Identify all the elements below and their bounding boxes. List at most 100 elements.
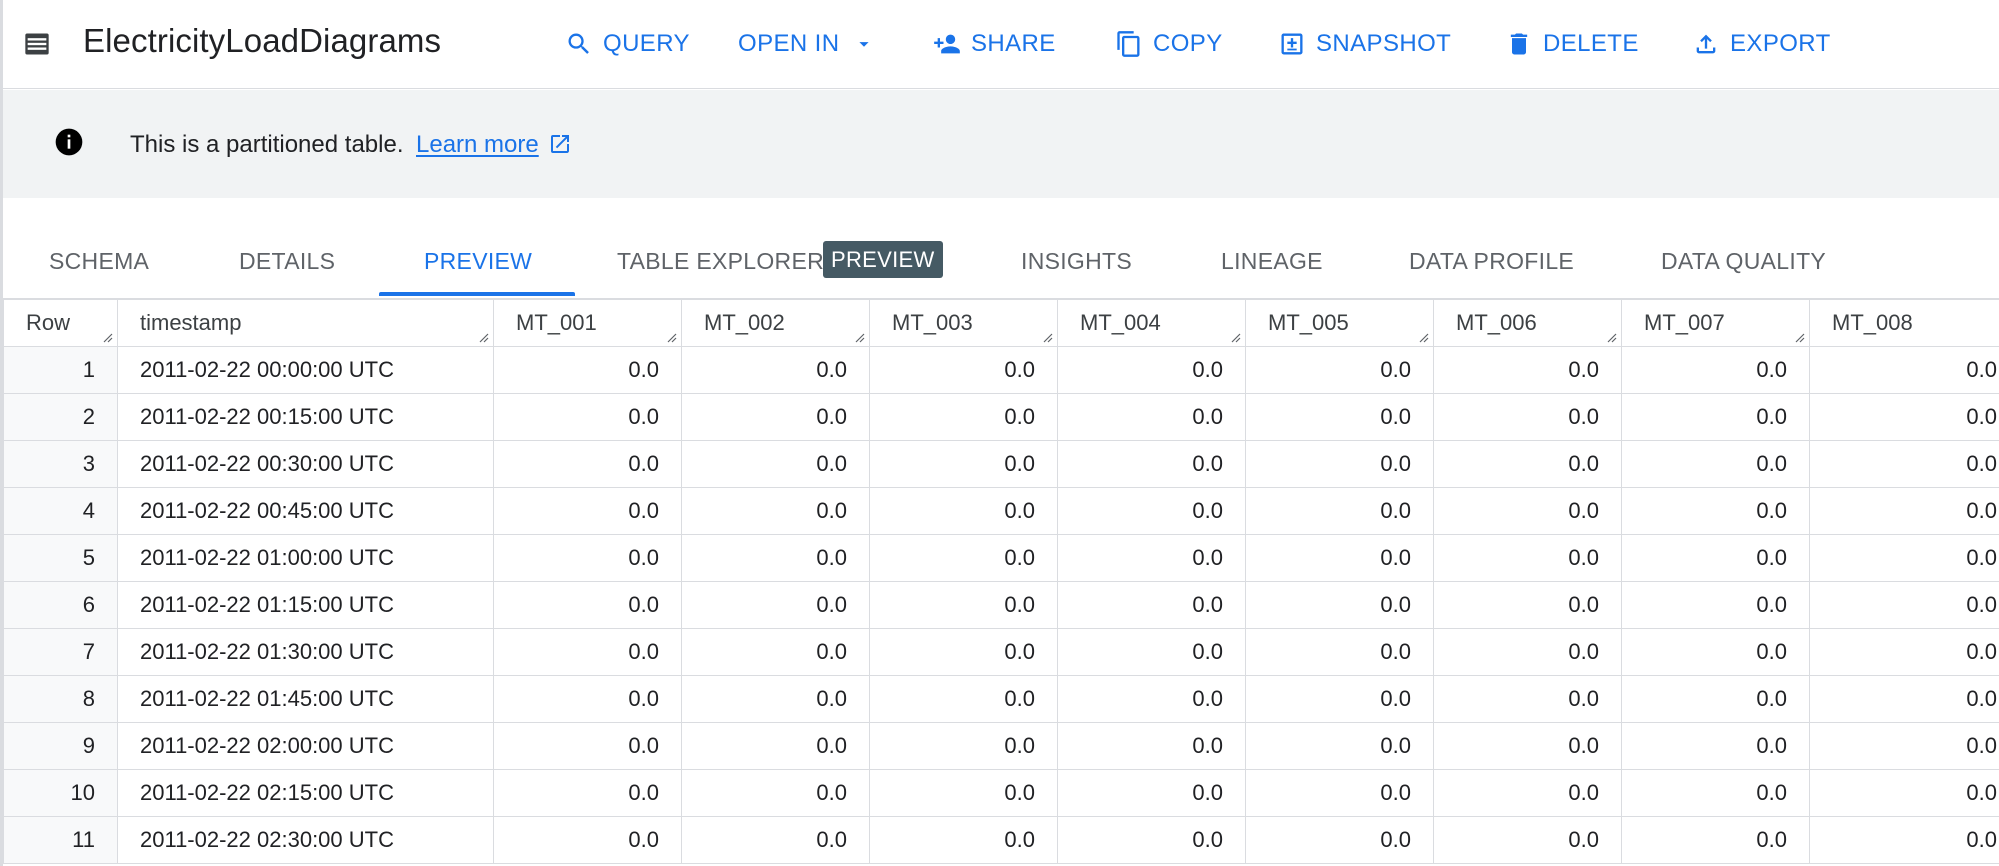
table-row[interactable]: 1 2011-02-22 00:00:00 UTC 0.0 0.0 0.0 0.0 0.0 0…: [3, 346, 1999, 394]
value-cell[interactable]: 0.0: [681, 722, 870, 770]
value-cell[interactable]: 0.0: [681, 393, 870, 441]
resize-handle-icon[interactable]: [853, 331, 865, 343]
tab-insights[interactable]: INSIGHTS: [1021, 248, 1133, 274]
value-cell[interactable]: 0.0: [1809, 346, 1999, 394]
table-row[interactable]: 9 2011-02-22 02:00:00 UTC 0.0 0.0 0.0 0.0 0.0 0…: [3, 722, 1999, 770]
table-row[interactable]: 6 2011-02-22 01:15:00 UTC 0.0 0.0 0.0 0.0 0.0 0…: [3, 581, 1999, 629]
resize-handle-icon[interactable]: [477, 331, 489, 343]
value-cell[interactable]: 0.0: [869, 628, 1058, 676]
table-row[interactable]: 3 2011-02-22 00:30:00 UTC 0.0 0.0 0.0 0.0 0.0 0…: [3, 440, 1999, 488]
value-cell[interactable]: 0.0: [1057, 487, 1246, 535]
value-cell[interactable]: 0.0: [869, 722, 1058, 770]
column-header-mt-006[interactable]: MT_006: [1433, 299, 1622, 347]
value-cell[interactable]: 0.0: [1057, 769, 1246, 817]
value-cell[interactable]: 0.0: [1057, 628, 1246, 676]
value-cell[interactable]: 0.0: [1433, 346, 1622, 394]
value-cell[interactable]: 0.0: [681, 440, 870, 488]
value-cell[interactable]: 0.0: [869, 581, 1058, 629]
value-cell[interactable]: 0.0: [869, 487, 1058, 535]
value-cell[interactable]: 0.0: [1057, 581, 1246, 629]
value-cell[interactable]: 0.0: [1809, 769, 1999, 817]
value-cell[interactable]: 0.0: [869, 346, 1058, 394]
open-in-new-icon[interactable]: [548, 132, 572, 156]
value-cell[interactable]: 0.0: [1433, 769, 1622, 817]
value-cell[interactable]: 0.0: [1057, 393, 1246, 441]
value-cell[interactable]: 0.0: [1809, 393, 1999, 441]
value-cell[interactable]: 0.0: [1809, 816, 1999, 864]
timestamp-cell[interactable]: 2011-02-22 02:15:00 UTC: [117, 769, 494, 817]
value-cell[interactable]: 0.0: [1621, 816, 1810, 864]
value-cell[interactable]: 0.0: [493, 769, 682, 817]
column-header-mt-004[interactable]: MT_004: [1057, 299, 1246, 347]
share-button[interactable]: SHARE: [933, 26, 1056, 62]
timestamp-cell[interactable]: 2011-02-22 00:00:00 UTC: [117, 346, 494, 394]
timestamp-cell[interactable]: 2011-02-22 00:45:00 UTC: [117, 487, 494, 535]
value-cell[interactable]: 0.0: [493, 581, 682, 629]
column-header-mt-001[interactable]: MT_001: [493, 299, 682, 347]
value-cell[interactable]: 0.0: [1057, 816, 1246, 864]
value-cell[interactable]: 0.0: [681, 346, 870, 394]
value-cell[interactable]: 0.0: [869, 440, 1058, 488]
value-cell[interactable]: 0.0: [681, 581, 870, 629]
value-cell[interactable]: 0.0: [681, 675, 870, 723]
value-cell[interactable]: 0.0: [1433, 393, 1622, 441]
row-number-cell[interactable]: 7: [3, 628, 118, 676]
timestamp-cell[interactable]: 2011-02-22 02:00:00 UTC: [117, 722, 494, 770]
value-cell[interactable]: 0.0: [869, 675, 1058, 723]
tab-data-profile[interactable]: DATA PROFILE: [1409, 248, 1575, 274]
column-header-row[interactable]: Row: [3, 299, 118, 347]
value-cell[interactable]: 0.0: [493, 628, 682, 676]
timestamp-cell[interactable]: 2011-02-22 02:30:00 UTC: [117, 816, 494, 864]
value-cell[interactable]: 0.0: [1433, 722, 1622, 770]
row-number-cell[interactable]: 10: [3, 769, 118, 817]
snapshot-button[interactable]: SNAPSHOT: [1278, 26, 1451, 62]
resize-handle-icon[interactable]: [665, 331, 677, 343]
value-cell[interactable]: 0.0: [493, 440, 682, 488]
tab-schema[interactable]: SCHEMA: [49, 248, 150, 274]
row-number-cell[interactable]: 5: [3, 534, 118, 582]
value-cell[interactable]: 0.0: [1621, 487, 1810, 535]
value-cell[interactable]: 0.0: [493, 722, 682, 770]
resize-handle-icon[interactable]: [101, 331, 113, 343]
value-cell[interactable]: 0.0: [681, 534, 870, 582]
row-number-cell[interactable]: 4: [3, 487, 118, 535]
table-row[interactable]: 8 2011-02-22 01:45:00 UTC 0.0 0.0 0.0 0.0 0.0 0…: [3, 675, 1999, 723]
value-cell[interactable]: 0.0: [869, 769, 1058, 817]
value-cell[interactable]: 0.0: [1245, 816, 1434, 864]
row-number-cell[interactable]: 8: [3, 675, 118, 723]
value-cell[interactable]: 0.0: [681, 769, 870, 817]
value-cell[interactable]: 0.0: [1433, 487, 1622, 535]
value-cell[interactable]: 0.0: [1809, 675, 1999, 723]
column-header-mt-002[interactable]: MT_002: [681, 299, 870, 347]
value-cell[interactable]: 0.0: [1809, 581, 1999, 629]
value-cell[interactable]: 0.0: [1057, 675, 1246, 723]
value-cell[interactable]: 0.0: [1245, 393, 1434, 441]
value-cell[interactable]: 0.0: [1621, 581, 1810, 629]
value-cell[interactable]: 0.0: [1433, 440, 1622, 488]
export-button[interactable]: EXPORT: [1692, 26, 1831, 62]
table-row[interactable]: 11 2011-02-22 02:30:00 UTC 0.0 0.0 0.0 0.0 0.0…: [3, 816, 1999, 864]
value-cell[interactable]: 0.0: [1621, 440, 1810, 488]
column-header-mt-007[interactable]: MT_007: [1621, 299, 1810, 347]
timestamp-cell[interactable]: 2011-02-22 01:15:00 UTC: [117, 581, 494, 629]
table-row[interactable]: 4 2011-02-22 00:45:00 UTC 0.0 0.0 0.0 0.0 0.0 0…: [3, 487, 1999, 535]
timestamp-cell[interactable]: 2011-02-22 01:45:00 UTC: [117, 675, 494, 723]
value-cell[interactable]: 0.0: [1245, 675, 1434, 723]
column-header-mt-008[interactable]: MT_008: [1809, 299, 1999, 347]
timestamp-cell[interactable]: 2011-02-22 01:30:00 UTC: [117, 628, 494, 676]
value-cell[interactable]: 0.0: [493, 487, 682, 535]
resize-handle-icon[interactable]: [1041, 331, 1053, 343]
row-number-cell[interactable]: 11: [3, 816, 118, 864]
value-cell[interactable]: 0.0: [493, 816, 682, 864]
value-cell[interactable]: 0.0: [1245, 487, 1434, 535]
timestamp-cell[interactable]: 2011-02-22 01:00:00 UTC: [117, 534, 494, 582]
value-cell[interactable]: 0.0: [681, 816, 870, 864]
value-cell[interactable]: 0.0: [1621, 393, 1810, 441]
value-cell[interactable]: 0.0: [1621, 769, 1810, 817]
value-cell[interactable]: 0.0: [1809, 440, 1999, 488]
tab-preview[interactable]: PREVIEW: [424, 248, 533, 274]
column-header-mt-003[interactable]: MT_003: [869, 299, 1058, 347]
value-cell[interactable]: 0.0: [493, 393, 682, 441]
value-cell[interactable]: 0.0: [1057, 346, 1246, 394]
value-cell[interactable]: 0.0: [1621, 346, 1810, 394]
